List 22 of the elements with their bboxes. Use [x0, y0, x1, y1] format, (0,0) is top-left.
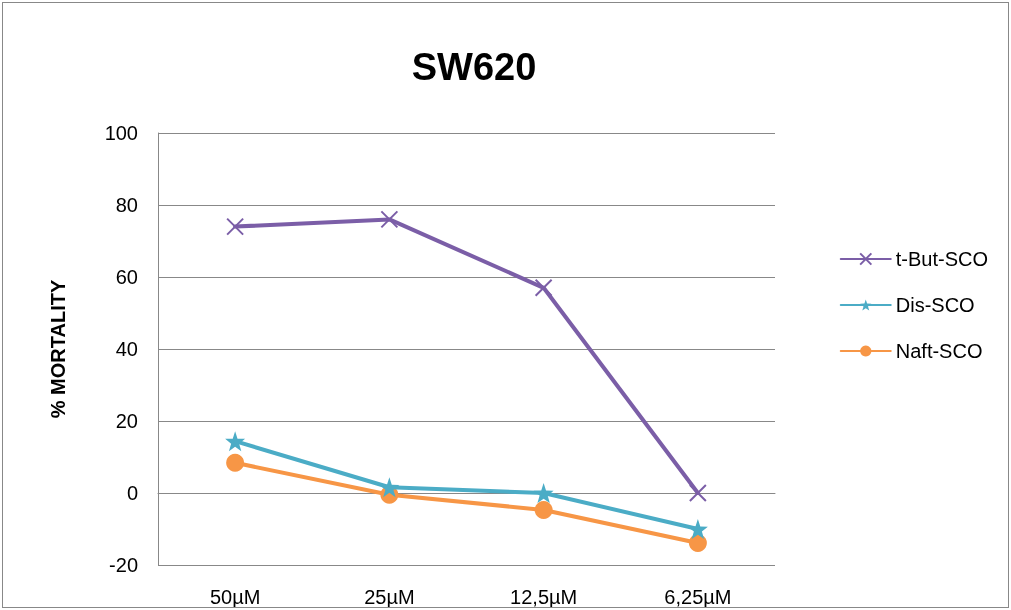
point — [380, 210, 399, 229]
point — [533, 483, 554, 503]
point — [688, 484, 707, 502]
y-axis-title: % MORTALITY — [47, 279, 69, 419]
point — [379, 477, 400, 498]
y-tick-label: 20 — [115, 410, 138, 432]
chart-title: SW620 — [411, 46, 537, 88]
point — [225, 431, 246, 452]
legend-label: t-But-SCO — [895, 248, 989, 270]
point — [688, 534, 707, 553]
point — [226, 217, 245, 236]
point — [226, 453, 245, 472]
y-tick-label: 80 — [115, 194, 138, 216]
legend-label: Dis-SCO — [895, 294, 975, 316]
point — [534, 500, 553, 519]
y-tick-label: 60 — [115, 266, 138, 288]
y-tick-label: -20 — [109, 554, 138, 576]
point — [534, 278, 553, 297]
legend-label: Naft-SCO — [895, 340, 983, 362]
y-tick-label: 100 — [104, 122, 138, 144]
y-tick-label: 0 — [126, 482, 138, 504]
y-tick-label: 40 — [115, 338, 138, 360]
